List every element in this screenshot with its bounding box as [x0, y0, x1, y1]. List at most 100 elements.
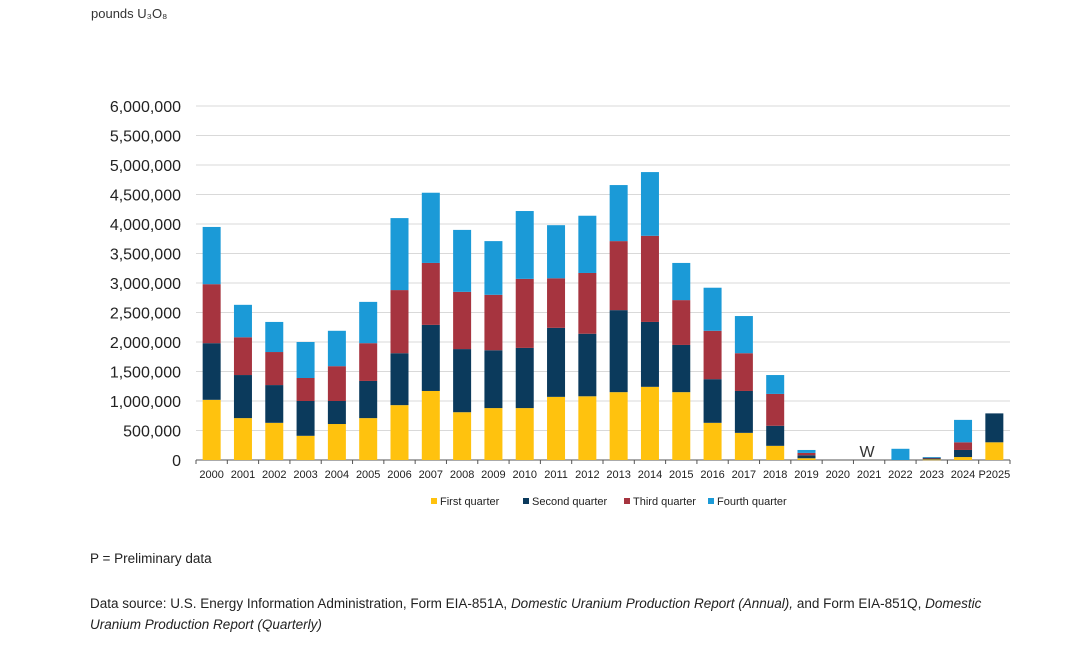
y-tick-label: 1,000,000: [110, 394, 181, 411]
bar-third-quarter: [609, 241, 628, 311]
bar-fourth-quarter: [891, 448, 910, 460]
bar-fourth-quarter: [265, 321, 284, 353]
bar-fourth-quarter: [359, 301, 378, 344]
bar-second-quarter: [672, 344, 691, 393]
bar-third-quarter: [453, 291, 472, 350]
bar-second-quarter: [359, 380, 378, 419]
bar-second-quarter: [327, 401, 346, 425]
x-tick-label: 2018: [763, 469, 787, 481]
bar-first-quarter: [734, 432, 753, 460]
bar-first-quarter: [421, 390, 440, 460]
withheld-annotation: W: [860, 444, 876, 461]
bar-third-quarter: [766, 393, 785, 426]
x-tick-label: 2008: [450, 469, 474, 481]
legend-swatch: [624, 498, 630, 504]
bar-fourth-quarter: [421, 192, 440, 263]
x-tick-label: 2020: [826, 469, 850, 481]
x-tick-label: 2022: [888, 469, 912, 481]
preliminary-footnote: P = Preliminary data: [90, 551, 212, 566]
x-tick-label: 2014: [638, 469, 662, 481]
y-tick-label: 6,000,000: [110, 99, 181, 116]
y-tick-label: 1,500,000: [110, 365, 181, 382]
bar-second-quarter: [922, 458, 941, 460]
bar-fourth-quarter: [766, 375, 785, 394]
x-tick-label: P2025: [978, 469, 1010, 481]
bar-fourth-quarter: [233, 304, 252, 338]
bar-fourth-quarter: [703, 287, 722, 331]
bar-third-quarter: [734, 353, 753, 391]
bar-third-quarter: [922, 457, 941, 459]
bar-third-quarter: [265, 352, 284, 386]
legend-label: Third quarter: [633, 496, 696, 508]
bar-first-quarter: [296, 435, 315, 460]
bar-first-quarter: [609, 392, 628, 460]
bar-second-quarter: [547, 327, 566, 397]
bar-third-quarter: [578, 272, 597, 334]
bar-fourth-quarter: [672, 262, 691, 301]
bar-second-quarter: [766, 425, 785, 446]
bar-fourth-quarter: [327, 330, 346, 367]
bar-third-quarter: [954, 442, 973, 450]
bar-third-quarter: [672, 300, 691, 345]
y-tick-label: 5,500,000: [110, 129, 181, 146]
bar-second-quarter: [515, 347, 534, 409]
x-tick-label: 2023: [919, 469, 943, 481]
bar-first-quarter: [515, 408, 534, 460]
bar-first-quarter: [202, 399, 221, 460]
bar-first-quarter: [797, 458, 816, 460]
bar-first-quarter: [640, 386, 659, 460]
bar-third-quarter: [202, 284, 221, 344]
legend-label: First quarter: [440, 496, 500, 508]
bar-third-quarter: [703, 330, 722, 380]
bar-second-quarter: [609, 310, 628, 393]
bar-second-quarter: [703, 379, 722, 423]
bar-fourth-quarter: [515, 211, 534, 279]
bar-first-quarter: [703, 422, 722, 460]
x-tick-label: 2024: [951, 469, 975, 481]
bar-first-quarter: [547, 396, 566, 460]
bar-first-quarter: [390, 405, 409, 460]
data-source-note: Data source: U.S. Energy Information Adm…: [90, 593, 1020, 635]
bar-first-quarter: [265, 422, 284, 460]
x-tick-label: 2012: [575, 469, 599, 481]
bar-third-quarter: [390, 290, 409, 354]
x-tick-label: 2011: [544, 469, 568, 481]
bar-first-quarter: [672, 392, 691, 460]
bar-first-quarter: [233, 418, 252, 460]
bar-first-quarter: [922, 459, 941, 461]
bar-second-quarter: [453, 349, 472, 413]
bar-fourth-quarter: [609, 185, 628, 242]
legend-swatch: [431, 498, 437, 504]
y-tick-label: 4,000,000: [110, 217, 181, 234]
bar-fourth-quarter: [922, 457, 941, 458]
x-tick-label: 2006: [387, 469, 411, 481]
bar-fourth-quarter: [797, 449, 816, 453]
x-tick-label: 2004: [325, 469, 349, 481]
x-tick-label: 2019: [794, 469, 818, 481]
bar-fourth-quarter: [296, 342, 315, 378]
x-tick-label: 2017: [732, 469, 756, 481]
bar-fourth-quarter: [202, 226, 221, 285]
bar-first-quarter: [359, 418, 378, 460]
x-tick-label: 2000: [199, 469, 223, 481]
legend-label: Fourth quarter: [717, 496, 787, 508]
y-tick-label: 500,000: [123, 424, 181, 441]
y-tick-label: 0: [172, 453, 181, 470]
bar-third-quarter: [515, 278, 534, 348]
x-tick-label: 2010: [512, 469, 536, 481]
bar-third-quarter: [484, 294, 503, 351]
bar-second-quarter: [734, 390, 753, 433]
bar-fourth-quarter: [453, 229, 472, 292]
bar-third-quarter: [296, 377, 315, 401]
x-tick-label: 2013: [606, 469, 630, 481]
bar-fourth-quarter: [954, 419, 973, 443]
bar-third-quarter: [640, 235, 659, 322]
bar-first-quarter: [327, 424, 346, 460]
bar-second-quarter: [484, 350, 503, 409]
source-prefix: Data source: U.S. Energy Information Adm…: [90, 596, 511, 611]
bar-fourth-quarter: [484, 241, 503, 295]
x-tick-label: 2002: [262, 469, 286, 481]
bar-fourth-quarter: [640, 172, 659, 236]
bar-second-quarter: [233, 375, 252, 419]
y-axis-unit-label: pounds U₃O₈: [91, 6, 168, 21]
